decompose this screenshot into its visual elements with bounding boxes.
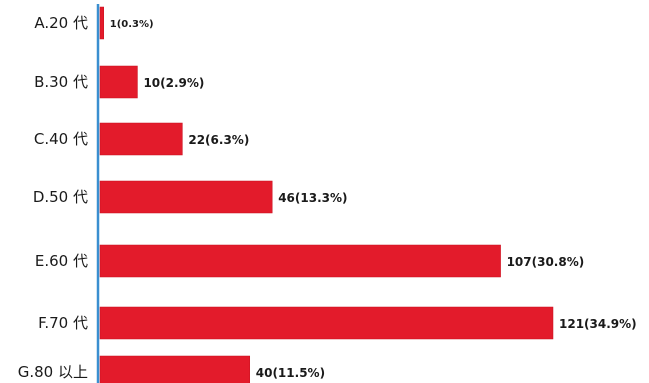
data-label: 40(11.5%): [256, 366, 325, 380]
bar-1: [99, 6, 104, 40]
data-label: 10(2.9%): [143, 76, 204, 90]
data-label: 121(34.9%): [559, 317, 637, 331]
bars-layer: [99, 6, 554, 383]
category-label: F.70 代: [38, 314, 88, 332]
data-label: 107(30.8%): [507, 255, 585, 269]
data-label: 46(13.3%): [278, 191, 347, 205]
bar-2: [99, 65, 138, 99]
bar-7: [99, 355, 251, 383]
bar-4: [99, 180, 273, 214]
category-label: E.60 代: [35, 252, 88, 270]
category-label: C.40 代: [34, 130, 88, 148]
category-label: B.30 代: [34, 73, 88, 91]
category-label: A.20 代: [34, 14, 88, 32]
data-label: 22(6.3%): [188, 133, 249, 147]
labels-layer: A.20 代 1(0.3%) B.30 代 10(2.9%) C.40 代 22(6.3%…: [18, 14, 637, 381]
category-label: D.50 代: [33, 188, 88, 206]
data-label: 1(0.3%): [110, 19, 154, 30]
bar-3: [99, 122, 183, 156]
category-label: G.80 以上: [18, 363, 88, 381]
bar-6: [99, 306, 554, 340]
bar-5: [99, 244, 501, 278]
